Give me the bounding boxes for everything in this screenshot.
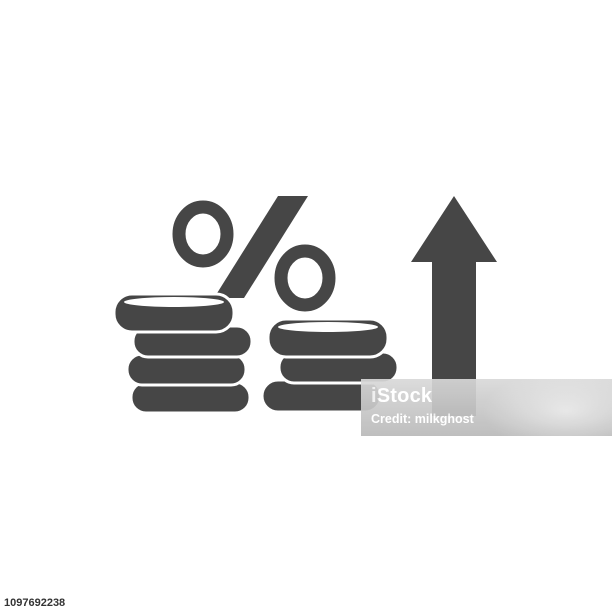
top-coin-icon (112, 292, 236, 334)
istock-logo: iStock (371, 385, 433, 407)
coin-stack-icon (260, 317, 400, 414)
stock-image-id: 1097692238 (0, 594, 70, 612)
watermark-shade (482, 379, 612, 436)
coin-stack-icon (112, 292, 254, 415)
percent-sign-icon (172, 196, 336, 312)
credit-text: Credit: milkghost (371, 412, 474, 426)
watermark-banner: iStock Credit: milkghost (361, 379, 612, 436)
top-coin-icon (266, 317, 390, 359)
